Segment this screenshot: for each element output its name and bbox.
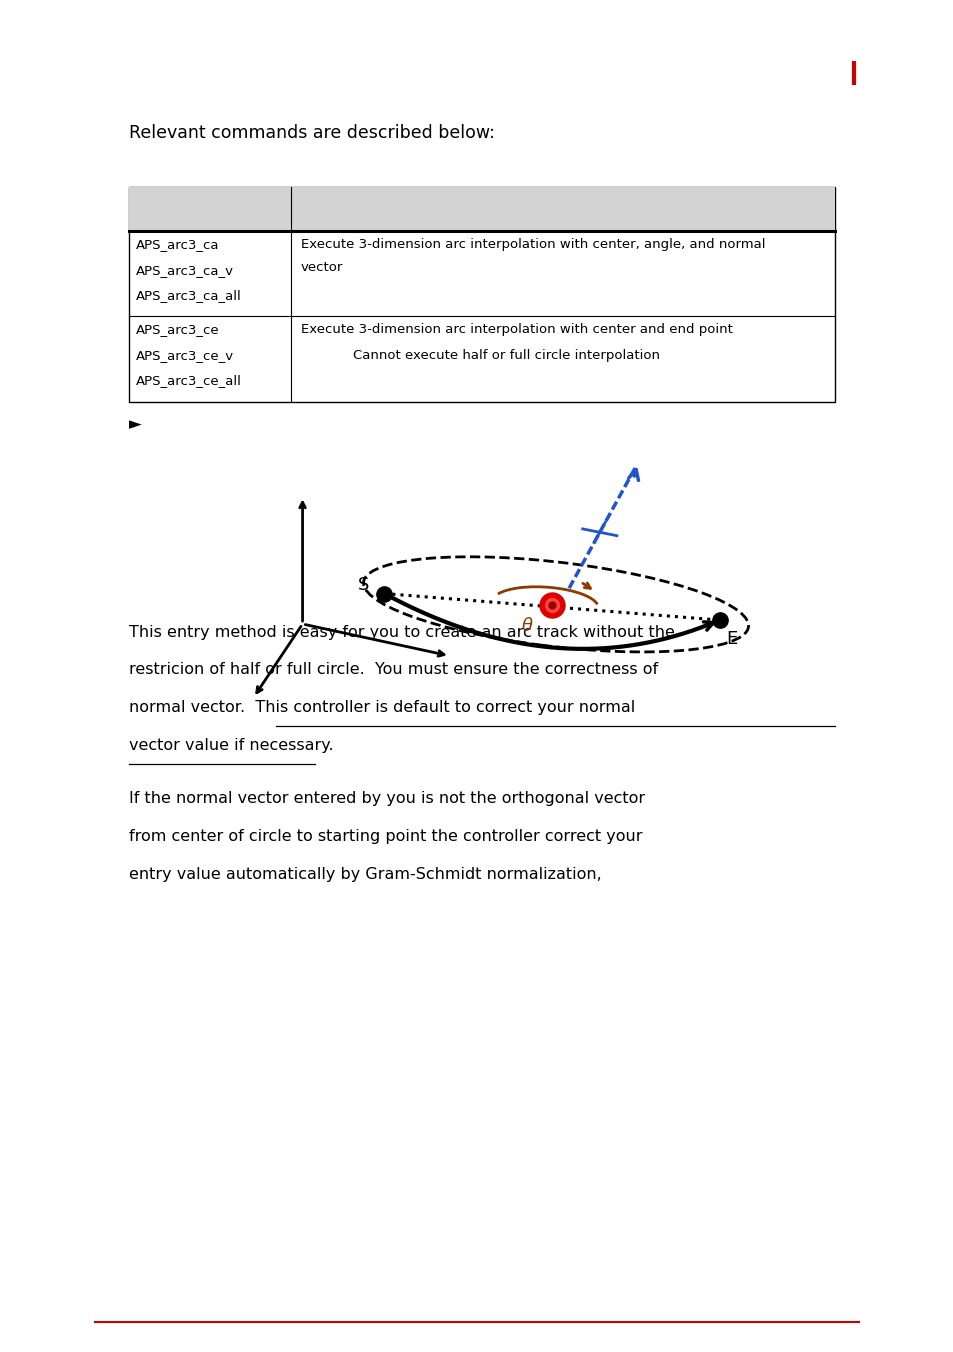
Text: APS_arc3_ce_v: APS_arc3_ce_v bbox=[135, 349, 233, 362]
Text: APS_arc3_ce: APS_arc3_ce bbox=[135, 323, 219, 337]
Text: This entry method is easy for you to create an arc track without the: This entry method is easy for you to cre… bbox=[129, 625, 674, 639]
Bar bbox=[129, 187, 834, 402]
Text: $\theta$: $\theta$ bbox=[520, 617, 533, 635]
Text: Execute 3-dimension arc interpolation with center, angle, and normal: Execute 3-dimension arc interpolation wi… bbox=[300, 238, 764, 251]
Bar bbox=[129, 187, 834, 231]
Text: E: E bbox=[725, 630, 737, 648]
Text: vector value if necessary.: vector value if necessary. bbox=[129, 738, 333, 753]
Text: vector: vector bbox=[300, 261, 342, 274]
Text: If the normal vector entered by you is not the orthogonal vector: If the normal vector entered by you is n… bbox=[129, 791, 644, 806]
Text: S: S bbox=[357, 576, 369, 594]
Text: Cannot execute half or full circle interpolation: Cannot execute half or full circle inter… bbox=[353, 349, 659, 362]
Text: APS_arc3_ce_all: APS_arc3_ce_all bbox=[135, 375, 241, 388]
Text: restricion of half or full circle.  You must ensure the correctness of: restricion of half or full circle. You m… bbox=[129, 662, 658, 677]
Text: from center of circle to starting point the controller correct your: from center of circle to starting point … bbox=[129, 829, 641, 844]
Text: APS_arc3_ca: APS_arc3_ca bbox=[135, 238, 219, 251]
Text: APS_arc3_ca_v: APS_arc3_ca_v bbox=[135, 264, 233, 277]
Text: Relevant commands are described below:: Relevant commands are described below: bbox=[129, 124, 495, 142]
Text: APS_arc3_ca_all: APS_arc3_ca_all bbox=[135, 289, 241, 303]
Text: Execute 3-dimension arc interpolation with center and end point: Execute 3-dimension arc interpolation wi… bbox=[300, 323, 732, 337]
Text: entry value automatically by Gram-Schmidt normalization,: entry value automatically by Gram-Schmid… bbox=[129, 867, 601, 882]
Text: normal vector.  This controller is default to correct your normal: normal vector. This controller is defaul… bbox=[129, 700, 635, 715]
Text: ►: ► bbox=[129, 415, 141, 433]
